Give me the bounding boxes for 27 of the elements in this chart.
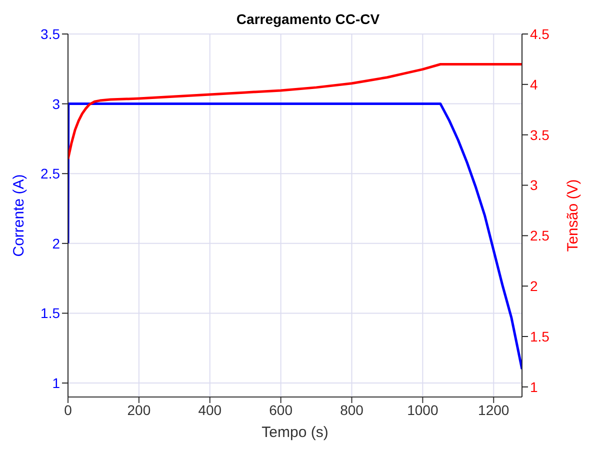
y2-tick-label: 4.5	[530, 26, 550, 42]
x-tick-label: 200	[127, 402, 151, 418]
y2-tick-label: 3.5	[530, 126, 550, 143]
y-tick-label: 1	[52, 375, 60, 392]
x-tick-label: 400	[198, 402, 222, 418]
y2-tick-label: 1.5	[530, 328, 550, 344]
x-axis-title: Tempo (s)	[262, 424, 328, 441]
chart-title: Carregamento CC-CV	[236, 11, 380, 27]
x-tick-label: 1000	[407, 402, 438, 418]
x-tick-label: 800	[340, 402, 364, 418]
y2-tick-label: 3	[530, 177, 538, 194]
y-tick-label: 2	[52, 235, 60, 252]
line-series	[68, 63, 522, 160]
y2-tick-label: 2.5	[530, 228, 550, 244]
y-tick-label: 1.5	[40, 305, 60, 322]
y-tick-label: 2.5	[40, 166, 60, 182]
y-tick-label: 3	[52, 96, 60, 112]
x-tick-label: 1200	[478, 402, 510, 418]
y2-tick-label: 4	[530, 76, 538, 92]
x-tick-label: 600	[269, 402, 293, 418]
y2-tick-label: 2	[530, 278, 538, 294]
line-series	[68, 102, 522, 370]
y-tick-label: 3.5	[40, 26, 60, 42]
y-axis-title: Corrente (A)	[10, 174, 28, 257]
x-tick-label: 0	[64, 402, 72, 418]
y2-axis-title: Tensão (V)	[564, 179, 582, 252]
y2-tick-label: 1	[530, 378, 538, 395]
